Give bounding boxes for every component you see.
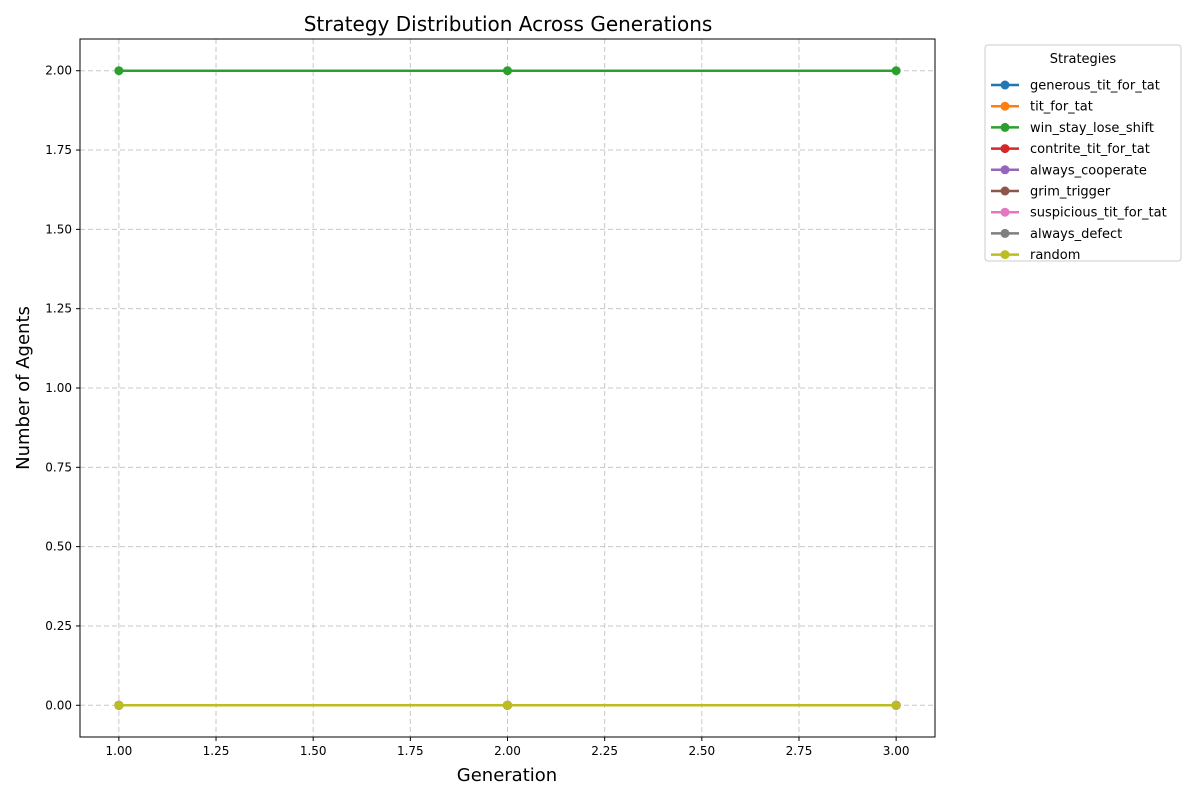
x-tick-label: 1.50 [300, 744, 327, 758]
legend-item: always_cooperate [991, 163, 1147, 178]
legend-swatch-marker [1000, 101, 1010, 111]
x-tick-label: 1.00 [106, 744, 133, 758]
legend-label: suspicious_tit_for_tat [1030, 206, 1167, 221]
legend-swatch-marker [1000, 186, 1010, 196]
y-axis-ticks: 0.00 0.25 0.50 0.75 1.00 1.25 1.50 1.75 2.00 [45, 64, 80, 712]
y-tick-label: 0.50 [45, 540, 72, 554]
legend-items: generous_tit_for_tat tit_for_tat win_stay_… [991, 79, 1167, 263]
legend-item: suspicious_tit_for_tat [991, 206, 1167, 221]
x-tick-label: 3.00 [883, 744, 910, 758]
x-axis-ticks: 1.00 1.25 1.50 1.75 2.00 2.25 2.50 2.75 3.00 [106, 737, 910, 758]
legend-swatch-marker [1000, 80, 1010, 90]
data-point [891, 66, 901, 76]
y-tick-label: 0.75 [45, 460, 72, 474]
y-axis-label: Number of Agents [13, 306, 34, 470]
legend-item: contrite_tit_for_tat [991, 142, 1150, 157]
x-tick-label: 1.25 [203, 744, 230, 758]
series-random [114, 700, 901, 710]
x-tick-label: 2.75 [786, 744, 813, 758]
y-tick-label: 1.25 [45, 302, 72, 316]
data-point [114, 66, 124, 76]
legend-label: random [1030, 248, 1080, 263]
legend-item: grim_trigger [991, 185, 1111, 200]
legend-label: grim_trigger [1030, 185, 1111, 200]
x-axis-label: Generation [457, 765, 557, 786]
legend-swatch-marker [1000, 122, 1010, 132]
x-tick-label: 2.00 [494, 744, 521, 758]
legend-swatch-marker [1000, 207, 1010, 217]
legend-label: tit_for_tat [1030, 100, 1093, 115]
x-tick-label: 1.75 [397, 744, 424, 758]
legend-item: always_defect [991, 227, 1122, 242]
legend-label: generous_tit_for_tat [1030, 79, 1160, 94]
legend: Strategies generous_tit_for_tat tit_for_t… [984, 44, 1182, 263]
chart-title: Strategy Distribution Across Generations [304, 12, 713, 36]
legend-swatch-marker [1000, 228, 1010, 238]
legend-item: win_stay_lose_shift [991, 121, 1154, 136]
legend-label: contrite_tit_for_tat [1030, 142, 1150, 157]
y-tick-label: 1.00 [45, 381, 72, 395]
y-tick-label: 1.50 [45, 222, 72, 236]
x-tick-label: 2.50 [688, 744, 715, 758]
legend-swatch-marker [1000, 165, 1010, 175]
y-tick-label: 1.75 [45, 143, 72, 157]
legend-label: always_cooperate [1030, 163, 1147, 178]
legend-title: Strategies [1050, 52, 1117, 67]
data-point [503, 66, 512, 76]
legend-item: tit_for_tat [991, 100, 1093, 115]
legend-swatch-marker [1000, 144, 1010, 154]
y-tick-label: 0.25 [45, 619, 72, 633]
data-point [503, 700, 512, 710]
legend-item: random [991, 248, 1080, 263]
legend-label: win_stay_lose_shift [1030, 121, 1154, 136]
legend-box [984, 44, 1182, 262]
data-point [891, 700, 901, 710]
grid [80, 39, 935, 737]
data-point [114, 700, 124, 710]
series-layer [114, 66, 901, 710]
y-tick-label: 0.00 [45, 698, 72, 712]
y-tick-label: 2.00 [45, 64, 72, 78]
legend-swatch-marker [1000, 250, 1010, 260]
series-win_stay_lose_shift [114, 66, 901, 76]
x-tick-label: 2.25 [591, 744, 618, 758]
legend-label: always_defect [1030, 227, 1122, 242]
legend-item: generous_tit_for_tat [991, 79, 1160, 94]
